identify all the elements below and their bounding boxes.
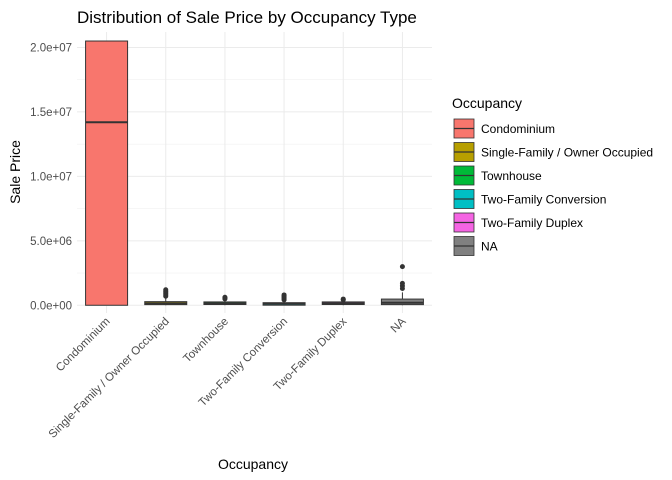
legend-item: Two-Family Conversion [453, 189, 606, 209]
legend-label: Condominium [481, 122, 555, 136]
legend-label: Two-Family Duplex [481, 216, 583, 230]
box-body [85, 40, 129, 306]
outlier-point [281, 292, 287, 298]
chart-title: Distribution of Sale Price by Occupancy … [77, 8, 417, 27]
y-axis-ticks: 0.0e+00 5.0e+06 1.0e+07 1.5e+07 2.0e+07 [30, 42, 72, 312]
y-tick-label: 1.0e+07 [30, 171, 72, 183]
legend-item: Two-Family Duplex [453, 212, 583, 233]
box-two-family-conversion [262, 292, 306, 306]
y-tick-label: 1.5e+07 [30, 107, 72, 119]
box-two-family-duplex [321, 296, 365, 306]
x-tick-label: Condominium [54, 316, 113, 375]
outlier-point [163, 287, 169, 293]
x-tick-label: NA [389, 315, 409, 335]
legend-title: Occupancy [452, 95, 522, 111]
x-axis-title: Occupancy [218, 456, 288, 472]
x-tick-label: Single-Family / Owner Occupied [47, 316, 172, 441]
legend-label: Single-Family / Owner Occupied [481, 146, 653, 160]
box-na [380, 264, 424, 306]
x-tick-label: Townhouse [181, 316, 231, 366]
box-condominium [85, 40, 129, 306]
legend-item: Condominium [453, 118, 555, 139]
box-single-family-owner-occupied [144, 287, 188, 306]
box-townhouse [203, 294, 247, 306]
legend-label: Townhouse [481, 169, 542, 183]
legend-label: Two-Family Conversion [481, 193, 606, 207]
outlier-point [399, 264, 405, 270]
legend: Occupancy Condominium Single-Family / Own… [452, 95, 653, 256]
y-axis-title: Sale Price [7, 140, 23, 204]
y-tick-label: 5.0e+06 [30, 236, 72, 248]
y-tick-label: 0.0e+00 [30, 300, 72, 312]
outlier-point [340, 296, 346, 302]
legend-label: NA [481, 240, 498, 254]
legend-item: Townhouse [453, 165, 542, 186]
legend-item: Single-Family / Owner Occupied [453, 142, 653, 162]
outlier-point [222, 294, 228, 300]
legend-item: NA [453, 236, 498, 256]
outlier-point [399, 280, 405, 286]
y-tick-label: 2.0e+07 [30, 42, 72, 54]
plot-panel [77, 32, 432, 313]
